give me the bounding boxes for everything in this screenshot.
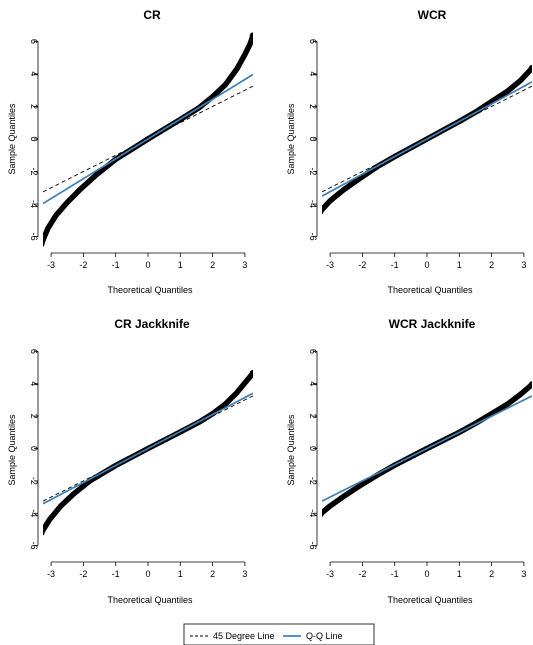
y-tick-label: 4	[308, 381, 318, 386]
y-tick-label: -2	[308, 477, 318, 485]
y-tick-label: 6	[308, 39, 318, 44]
x-tick-label: 0	[145, 569, 150, 579]
panel-title: WCR	[418, 8, 447, 22]
x-tick-label: -2	[79, 260, 87, 270]
y-tick-label: 0	[308, 446, 318, 451]
y-axis-label: Sample Quantiles	[286, 103, 296, 175]
x-tick-label: 1	[457, 260, 462, 270]
x-tick-label: -2	[358, 260, 366, 270]
x-tick-label: -2	[79, 569, 87, 579]
y-tick-label: -2	[308, 168, 318, 176]
y-tick-label: 2	[29, 414, 39, 419]
panel-wcr-jackknife: WCR Jackknife -3 -2 -1 0 1 2 3 -6 -4 -2 0 2 4 6 Theoret…	[286, 317, 532, 605]
y-tick-label: -4	[29, 509, 39, 517]
x-tick-label: 2	[210, 569, 215, 579]
y-tick-label: 6	[29, 349, 39, 354]
tail-point	[528, 381, 532, 388]
y-tick-label: 4	[29, 381, 39, 386]
tail-point	[249, 369, 253, 377]
y-tick-label: -4	[29, 200, 39, 208]
y-tick-label: -6	[308, 542, 318, 550]
qq-line	[322, 81, 532, 197]
x-axis-label: Theoretical Quantiles	[107, 595, 193, 605]
x-tick-label: 3	[242, 260, 247, 270]
qq-line	[43, 73, 253, 205]
legend-label-45-degree: 45 Degree Line	[213, 631, 275, 641]
y-tick-label: 0	[29, 446, 39, 451]
y-tick-label: -6	[29, 542, 39, 550]
plot-area	[43, 32, 253, 247]
y-tick-label: 6	[29, 39, 39, 44]
tail-point	[43, 529, 45, 536]
y-tick-label: 4	[29, 71, 39, 76]
tail-point	[43, 241, 45, 247]
qq-line	[43, 392, 253, 505]
y-tick-label: 4	[308, 71, 318, 76]
panel-wcr: WCR -3 -2 -1 0 1 2 3 -6 -4 -2 0 2 4 6 Theoretical Quant…	[286, 8, 532, 295]
x-tick-label: 2	[210, 260, 215, 270]
panel-title: CR	[143, 8, 161, 22]
tail-point	[322, 511, 324, 517]
x-tick-label: 0	[424, 260, 429, 270]
plot-area	[322, 64, 532, 215]
x-tick-label: 0	[145, 260, 150, 270]
x-tick-label: -1	[112, 569, 120, 579]
x-tick-label: 0	[424, 569, 429, 579]
y-tick-label: -4	[308, 509, 318, 517]
x-tick-label: 1	[178, 260, 183, 270]
plot-area	[43, 369, 253, 536]
x-tick-label: 2	[489, 569, 494, 579]
y-tick-label: -4	[308, 200, 318, 208]
x-tick-label: -1	[112, 260, 120, 270]
y-tick-label: -6	[308, 233, 318, 241]
y-axis-label: Sample Quantiles	[7, 103, 17, 175]
legend-label-qq-line: Q-Q Line	[306, 631, 343, 641]
tail-point	[249, 32, 253, 39]
x-tick-label: -3	[326, 260, 334, 270]
legend-box	[183, 623, 375, 645]
plot-area	[322, 381, 532, 517]
y-tick-label: 0	[308, 136, 318, 141]
panel-title: CR Jackknife	[114, 317, 190, 331]
y-axis-label: Sample Quantiles	[7, 414, 17, 486]
y-tick-label: 0	[29, 136, 39, 141]
y-tick-label: -2	[29, 168, 39, 176]
y-tick-label: 6	[308, 349, 318, 354]
x-axis-label: Theoretical Quantiles	[387, 285, 473, 295]
panels-group: CR -3 -2 -1 0 1 2 3 -6 -4 -2 0 2 4 6 Theoretical Quanti…	[7, 8, 532, 605]
x-tick-label: -3	[47, 260, 55, 270]
sample-points	[43, 370, 253, 535]
y-tick-label: 2	[308, 414, 318, 419]
x-tick-label: 3	[521, 569, 526, 579]
y-tick-label: 2	[29, 104, 39, 109]
y-tick-label: 2	[308, 104, 318, 109]
y-axis-label: Sample Quantiles	[286, 414, 296, 486]
x-tick-label: -3	[326, 569, 334, 579]
y-tick-label: -6	[29, 233, 39, 241]
panel-title: WCR Jackknife	[389, 317, 476, 331]
x-tick-label: 1	[457, 569, 462, 579]
x-tick-label: -1	[391, 260, 399, 270]
x-axis-label: Theoretical Quantiles	[387, 595, 473, 605]
x-tick-label: -1	[391, 569, 399, 579]
x-tick-label: 3	[521, 260, 526, 270]
y-tick-label: -2	[29, 477, 39, 485]
tail-point	[322, 208, 324, 215]
x-tick-label: -2	[358, 569, 366, 579]
tail-point	[528, 64, 532, 72]
panel-cr-jackknife: CR Jackknife -3 -2 -1 0 1 2 3 -6 -4 -2 0 2 4 6 Theoreti…	[7, 317, 253, 605]
x-tick-label: 3	[242, 569, 247, 579]
panel-cr: CR -3 -2 -1 0 1 2 3 -6 -4 -2 0 2 4 6 Theoretical Quanti…	[7, 8, 253, 295]
legend: 45 Degree Line Q-Q Line	[183, 623, 375, 645]
qq-line	[322, 395, 532, 502]
x-tick-label: 1	[178, 569, 183, 579]
x-tick-label: -3	[47, 569, 55, 579]
x-tick-label: 2	[489, 260, 494, 270]
x-axis-label: Theoretical Quantiles	[107, 285, 193, 295]
